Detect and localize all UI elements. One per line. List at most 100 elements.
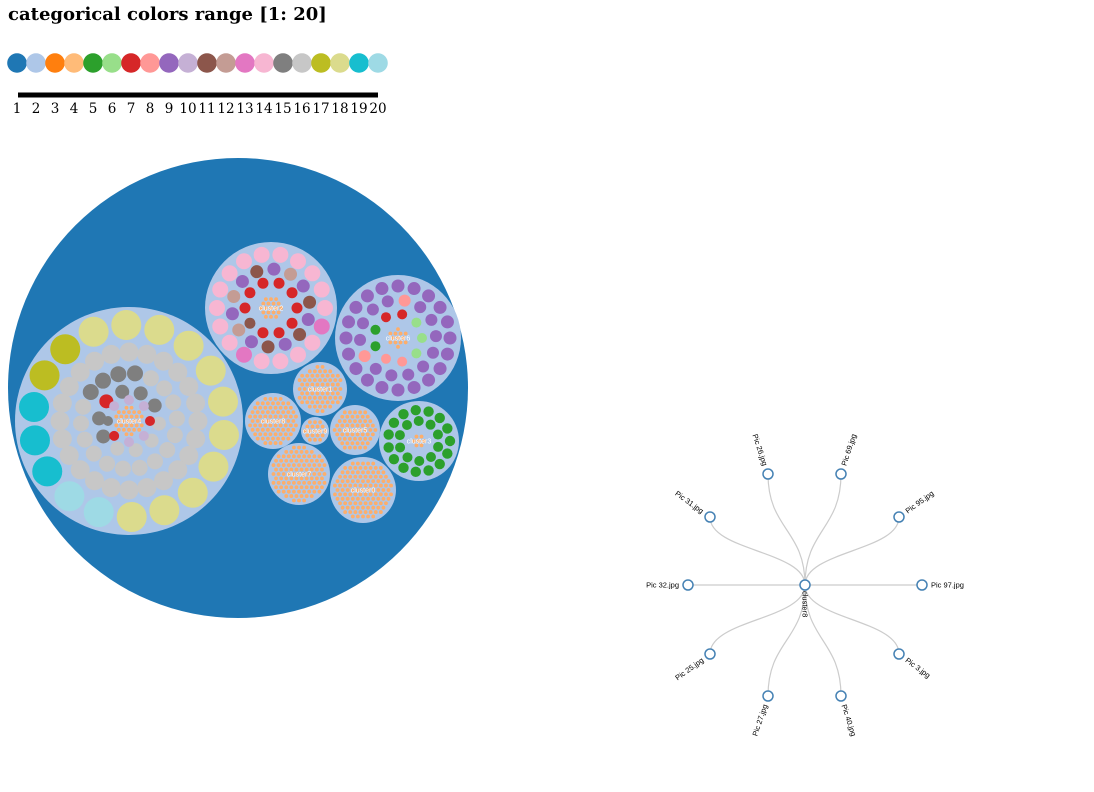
leaf-node: [350, 488, 355, 492]
leaf-node: [381, 312, 391, 323]
leaf-node: [393, 331, 398, 336]
scale-tick-label: 6: [108, 101, 117, 117]
leaf-node: [276, 463, 281, 468]
leaf-node: [165, 394, 182, 411]
leaf-node: [317, 300, 333, 316]
leaf-node: [291, 419, 296, 423]
leaf-node: [307, 369, 312, 374]
leaf-node: [294, 476, 299, 481]
leaf-node: [320, 476, 324, 481]
leaf-node: [407, 282, 421, 296]
leaf-node: [212, 281, 229, 298]
leaf-node: [119, 342, 139, 362]
leaf-node: [381, 295, 394, 308]
leaf-node: [294, 458, 299, 463]
leaf-node: [433, 441, 444, 452]
color-swatch: [140, 53, 160, 73]
leaf-node: [350, 414, 355, 419]
leaf-node: [345, 505, 350, 510]
leaf-node: [286, 287, 298, 299]
leaf-node: [271, 310, 276, 315]
leaf-node: [273, 277, 285, 289]
leaf-node: [281, 489, 286, 494]
leaf-node: [323, 369, 327, 374]
leaf-node: [315, 433, 320, 438]
leaf-node: [303, 295, 317, 309]
scale-tick-label: 8: [146, 101, 155, 117]
leaf-node: [338, 395, 343, 400]
leaf-node: [412, 439, 416, 443]
leaf-node: [381, 505, 386, 510]
leaf-node: [268, 405, 273, 410]
leaf-node: [356, 514, 360, 519]
leaf-node: [297, 387, 302, 391]
leaf-node: [286, 401, 291, 406]
leaf-node: [289, 458, 294, 463]
leaf-node: [313, 281, 330, 298]
tree-leaf-label: Pic 26.jpg: [750, 433, 769, 467]
leaf-node: [358, 501, 363, 506]
cluster-group: cluster3: [379, 401, 459, 481]
leaf-node: [299, 450, 304, 454]
leaf-node: [353, 445, 357, 450]
leaf-node: [292, 498, 296, 503]
leaf-node: [317, 489, 322, 494]
leaf-node: [318, 378, 322, 383]
leaf-node: [281, 463, 286, 468]
leaf-node: [401, 336, 405, 340]
leaf-node: [115, 384, 130, 399]
leaf-node: [358, 492, 363, 497]
leaf-node: [384, 492, 388, 497]
leaf-node: [368, 428, 373, 432]
tree-leaf-label: Pic 3.jpg: [904, 656, 933, 680]
leaf-node: [376, 479, 381, 484]
scale-tick-label: 5: [89, 101, 98, 117]
leaf-node: [127, 365, 144, 382]
leaf-node: [264, 306, 268, 310]
leaf-node: [278, 337, 292, 351]
leaf-node: [232, 323, 246, 337]
leaf-node: [263, 414, 268, 419]
leaf-node: [343, 510, 348, 514]
leaf-node: [129, 432, 134, 437]
scale-tick-label: 13: [236, 101, 253, 117]
leaf-node: [50, 411, 70, 431]
leaf-node: [309, 458, 314, 463]
leaf-node: [396, 327, 400, 332]
leaf-node: [356, 505, 360, 510]
leaf-node: [116, 410, 121, 415]
leaf-node: [292, 489, 296, 494]
leaf-node: [286, 489, 291, 494]
leaf-node: [348, 466, 353, 470]
leaf-node: [442, 448, 453, 459]
leaf-node: [317, 472, 322, 476]
leaf-node: [358, 350, 371, 363]
leaf-node: [353, 492, 358, 497]
leaf-node: [137, 478, 157, 498]
leaf-node: [315, 382, 320, 387]
leaf-node: [398, 340, 403, 345]
leaf-node: [297, 395, 302, 400]
leaf-node: [283, 414, 288, 419]
leaf-node: [388, 340, 393, 345]
leaf-node: [227, 289, 241, 303]
leaf-node: [320, 458, 324, 463]
leaf-node: [369, 362, 382, 375]
leaf-node: [70, 362, 90, 382]
tree-leaf-node: [835, 468, 847, 480]
leaf-node: [365, 441, 370, 446]
leaf-node: [78, 316, 109, 347]
leaf-node: [366, 479, 370, 484]
leaf-node: [343, 501, 348, 506]
leaf-node: [423, 465, 434, 476]
leaf-node: [32, 456, 63, 487]
leaf-node: [360, 289, 374, 303]
leaf-node: [300, 400, 305, 405]
leaf-node: [290, 346, 306, 363]
leaf-node: [302, 378, 307, 383]
leaf-node: [269, 314, 273, 319]
leaf-node: [276, 454, 281, 459]
leaf-node: [338, 483, 342, 488]
cluster-group: cluster7: [268, 443, 330, 505]
leaf-node: [313, 437, 317, 442]
